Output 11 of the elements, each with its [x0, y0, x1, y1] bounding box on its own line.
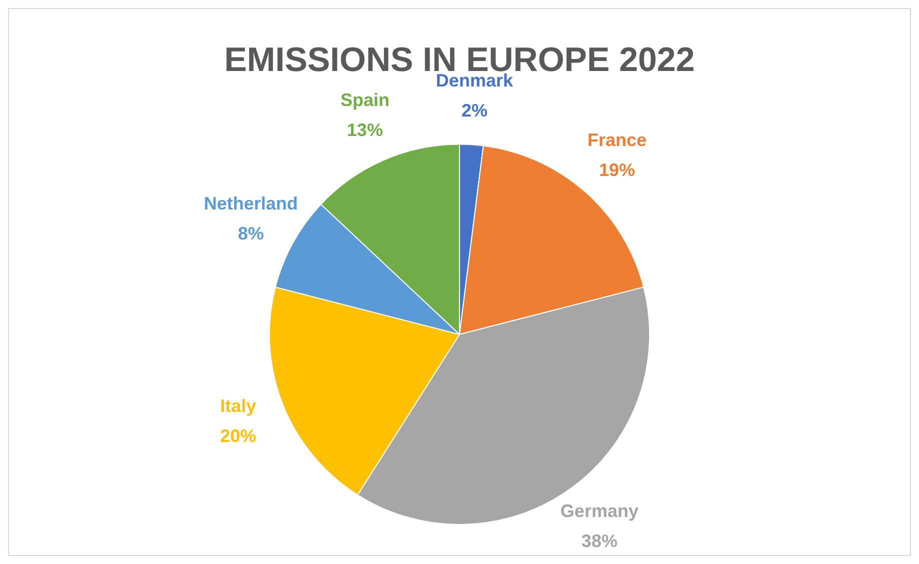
slice-label: Spain [340, 90, 390, 110]
data-label: 38% [581, 530, 618, 551]
slice-label: Netherland [204, 194, 298, 214]
data-label: 2% [461, 100, 488, 121]
slice-label: Germany [560, 500, 638, 521]
slice-label: France [587, 130, 646, 150]
data-label: 20% [220, 426, 256, 446]
data-label: 19% [598, 160, 635, 180]
data-label: 13% [346, 120, 383, 140]
data-label: 8% [238, 224, 264, 244]
slice-label: Italy [220, 396, 256, 416]
